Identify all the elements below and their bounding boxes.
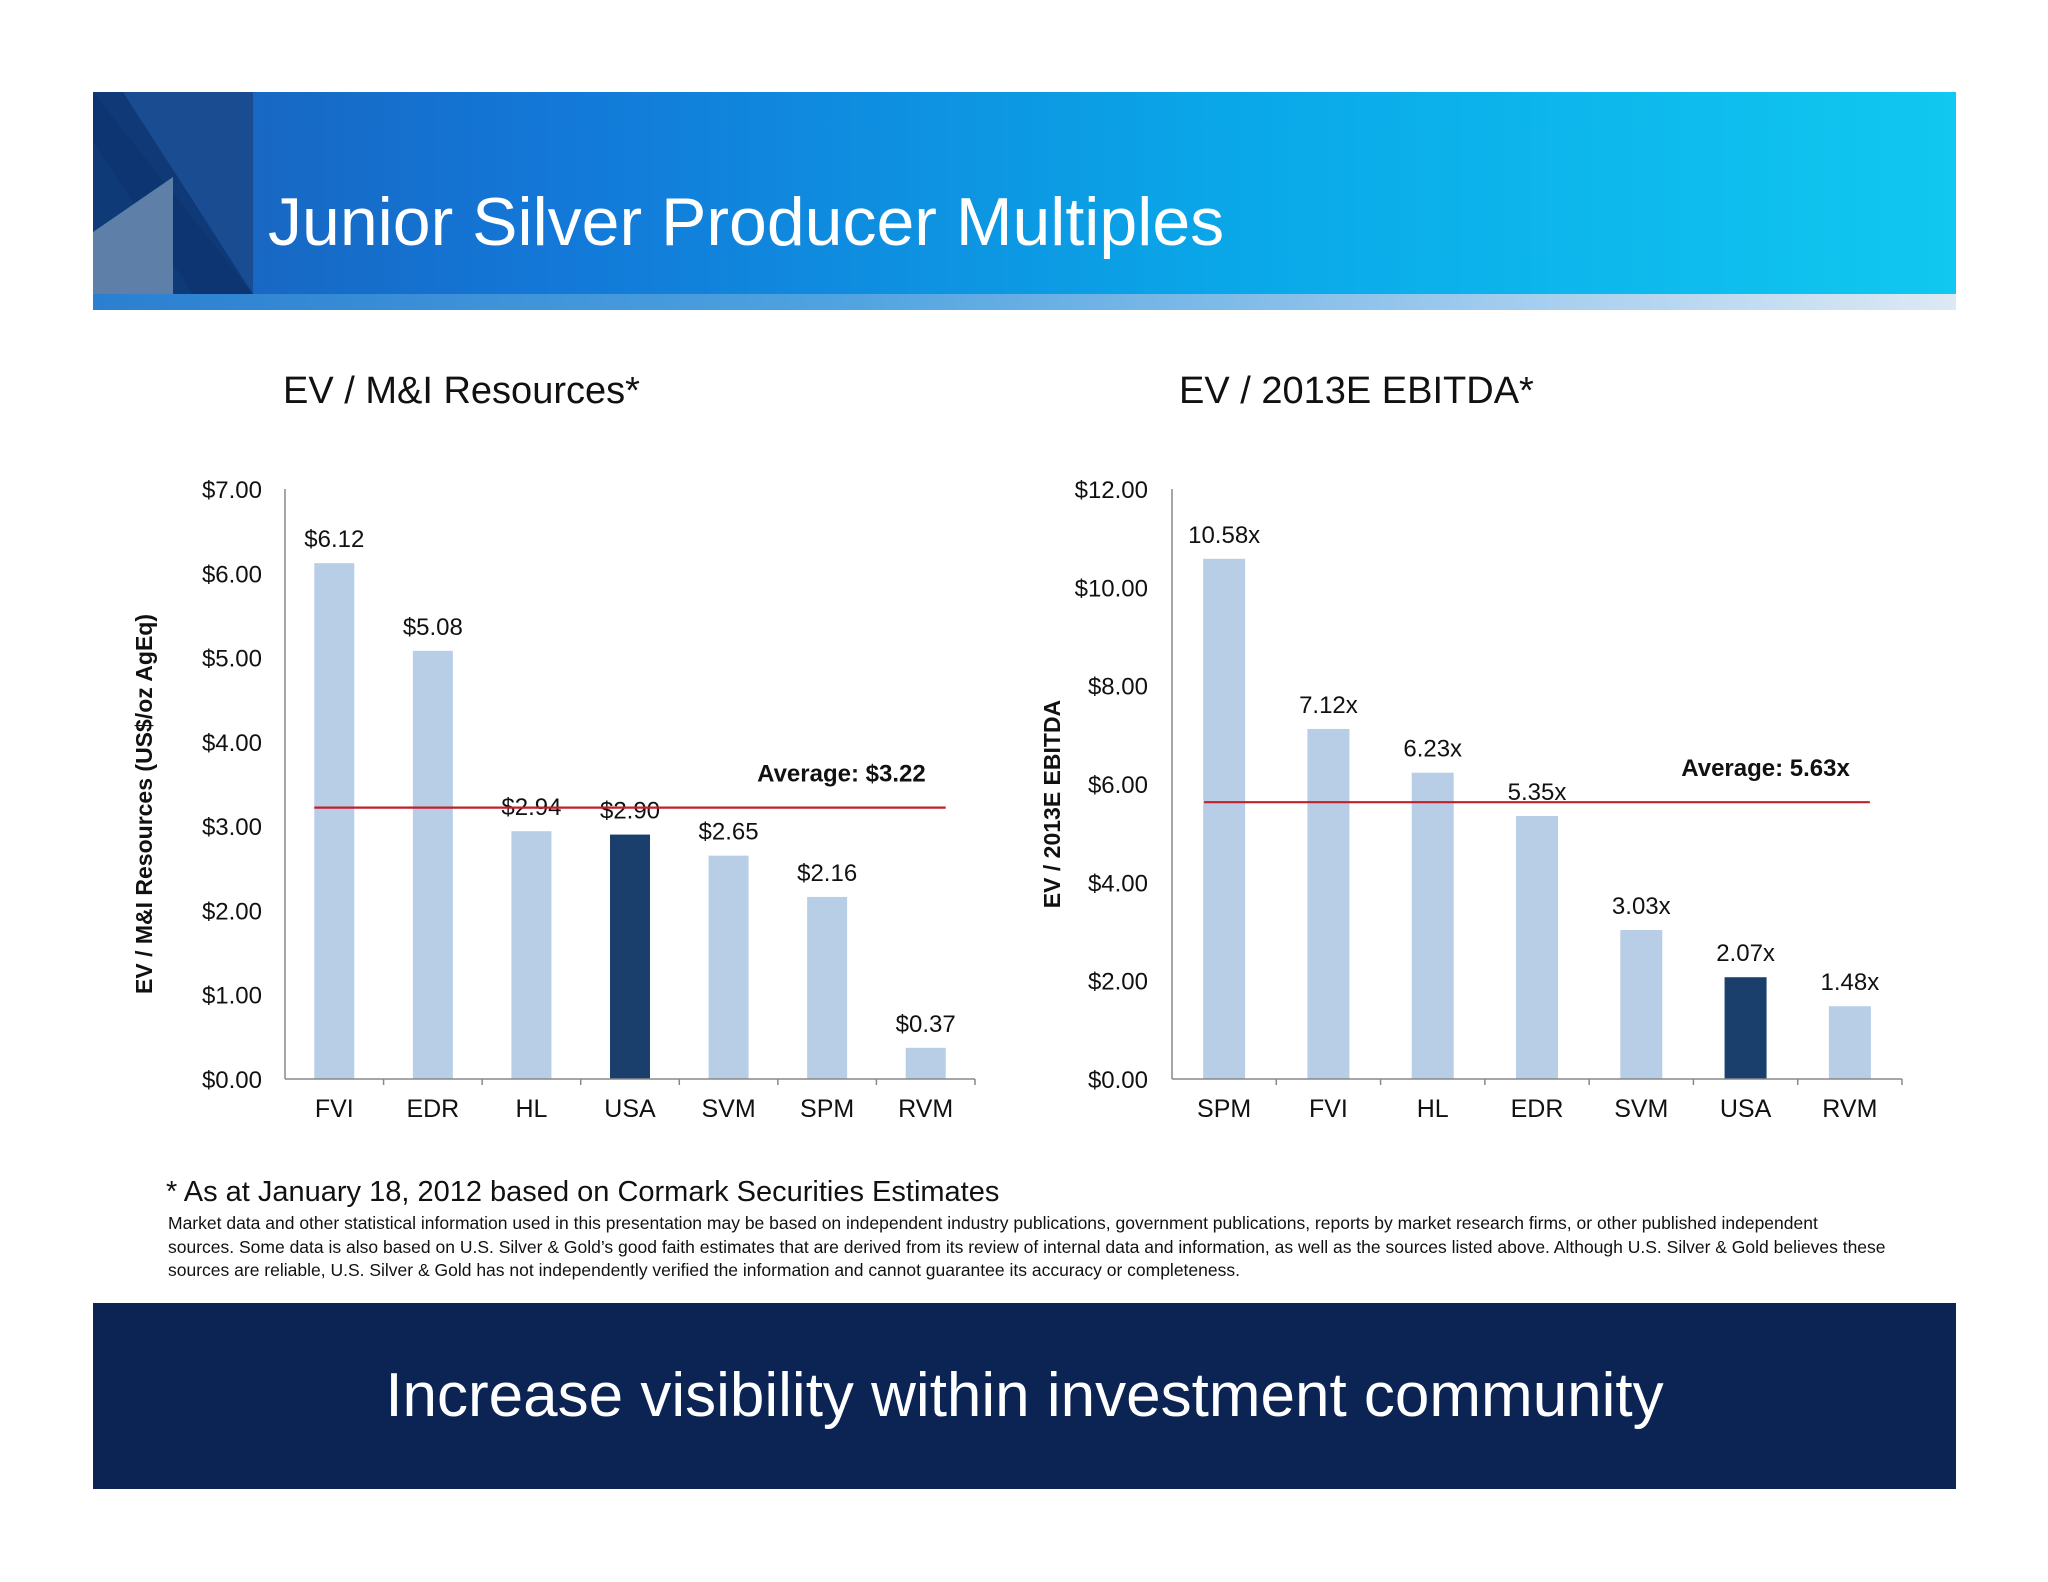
x-tick-label-resources: FVI: [315, 1095, 354, 1123]
data-label-ebitda: 3.03x: [1612, 893, 1671, 920]
x-tick-label-ebitda: SVM: [1614, 1095, 1668, 1123]
y-tick-label-resources: $3.00: [202, 814, 262, 841]
data-label-ebitda: 6.23x: [1403, 736, 1462, 763]
x-tick-label-resources: EDR: [406, 1095, 459, 1123]
bar-resources-usa: [610, 834, 650, 1079]
y-axis-title-ebitda: EV / 2013E EBITDA: [1039, 700, 1065, 908]
x-tick-label-ebitda: SPM: [1197, 1095, 1251, 1123]
x-tick-label-ebitda: USA: [1720, 1095, 1772, 1123]
y-tick-label-resources: $1.00: [202, 983, 262, 1010]
data-label-resources: $2.65: [699, 819, 759, 846]
y-tick-label-ebitda: $8.00: [1088, 674, 1148, 701]
bar-ebitda-svm: [1620, 930, 1663, 1079]
bottom-band: Increase visibility within investment co…: [93, 1303, 1956, 1489]
bar-resources-edr: [412, 650, 453, 1079]
data-label-ebitda: 10.58x: [1188, 522, 1260, 549]
bar-resources-svm: [708, 855, 749, 1079]
bar-ebitda-rvm: [1828, 1006, 1871, 1079]
x-tick-label-resources: RVM: [898, 1095, 953, 1123]
y-tick-label-ebitda: $4.00: [1088, 870, 1148, 897]
x-tick-label-resources: USA: [604, 1095, 656, 1123]
bar-ebitda-spm: [1203, 558, 1246, 1079]
data-label-resources: $5.08: [403, 614, 463, 641]
bar-ebitda-fvi: [1307, 728, 1350, 1079]
data-label-resources: $2.90: [600, 798, 660, 825]
x-tick-label-ebitda: EDR: [1511, 1095, 1564, 1123]
average-label-resources: Average: $3.22: [757, 761, 926, 788]
x-tick-label-resources: SVM: [701, 1095, 755, 1123]
y-tick-label-ebitda: $2.00: [1088, 969, 1148, 996]
data-label-ebitda: 7.12x: [1299, 692, 1358, 719]
y-tick-label-resources: $4.00: [202, 730, 262, 757]
chart-title-resources: EV / M&I Resources*: [283, 370, 640, 412]
y-axis-title-resources: EV / M&I Resources (US$/oz AgEq): [131, 614, 157, 994]
y-tick-label-resources: $0.00: [202, 1067, 262, 1094]
bar-ebitda-edr: [1516, 815, 1558, 1079]
slide-title: Junior Silver Producer Multiples: [268, 184, 1225, 260]
y-tick-label-resources: $2.00: [202, 898, 262, 925]
y-tick-label-ebitda: $0.00: [1088, 1067, 1148, 1094]
x-tick-label-resources: SPM: [800, 1095, 854, 1123]
chart-title-ebitda: EV / 2013E EBITDA*: [1179, 370, 1534, 412]
data-label-ebitda: 1.48x: [1820, 969, 1879, 996]
footnote: * As at January 18, 2012 based on Cormar…: [166, 1176, 1000, 1208]
y-tick-label-resources: $6.00: [202, 561, 262, 588]
y-tick-label-ebitda: $10.00: [1075, 575, 1148, 602]
logo-graphic: [93, 92, 253, 294]
x-tick-label-resources: HL: [515, 1095, 547, 1123]
bar-ebitda-usa: [1724, 977, 1767, 1079]
disclaimer: Market data and other statistical inform…: [168, 1213, 1886, 1280]
x-tick-label-ebitda: HL: [1417, 1095, 1449, 1123]
x-tick-label-ebitda: RVM: [1822, 1095, 1877, 1123]
x-tick-label-ebitda: FVI: [1309, 1095, 1348, 1123]
data-label-resources: $0.37: [896, 1011, 956, 1038]
header-band: Junior Silver Producer Multiples: [93, 92, 1956, 294]
bar-resources-rvm: [905, 1047, 946, 1079]
y-tick-label-ebitda: $12.00: [1075, 477, 1148, 504]
y-tick-label-resources: $7.00: [202, 477, 262, 504]
bar-resources-fvi: [314, 563, 355, 1079]
average-label-ebitda: Average: 5.63x: [1681, 755, 1850, 782]
data-label-resources: $2.16: [797, 860, 857, 887]
data-label-ebitda: 2.07x: [1716, 940, 1775, 967]
bar-ebitda-hl: [1411, 772, 1454, 1079]
data-label-resources: $6.12: [304, 526, 364, 553]
y-tick-label-resources: $5.00: [202, 646, 262, 673]
y-tick-label-ebitda: $6.00: [1088, 772, 1148, 799]
header-accent-strip: [93, 294, 1956, 310]
tagline: Increase visibility within investment co…: [385, 1361, 1664, 1430]
bar-resources-spm: [807, 896, 848, 1079]
bar-resources-hl: [511, 831, 552, 1079]
